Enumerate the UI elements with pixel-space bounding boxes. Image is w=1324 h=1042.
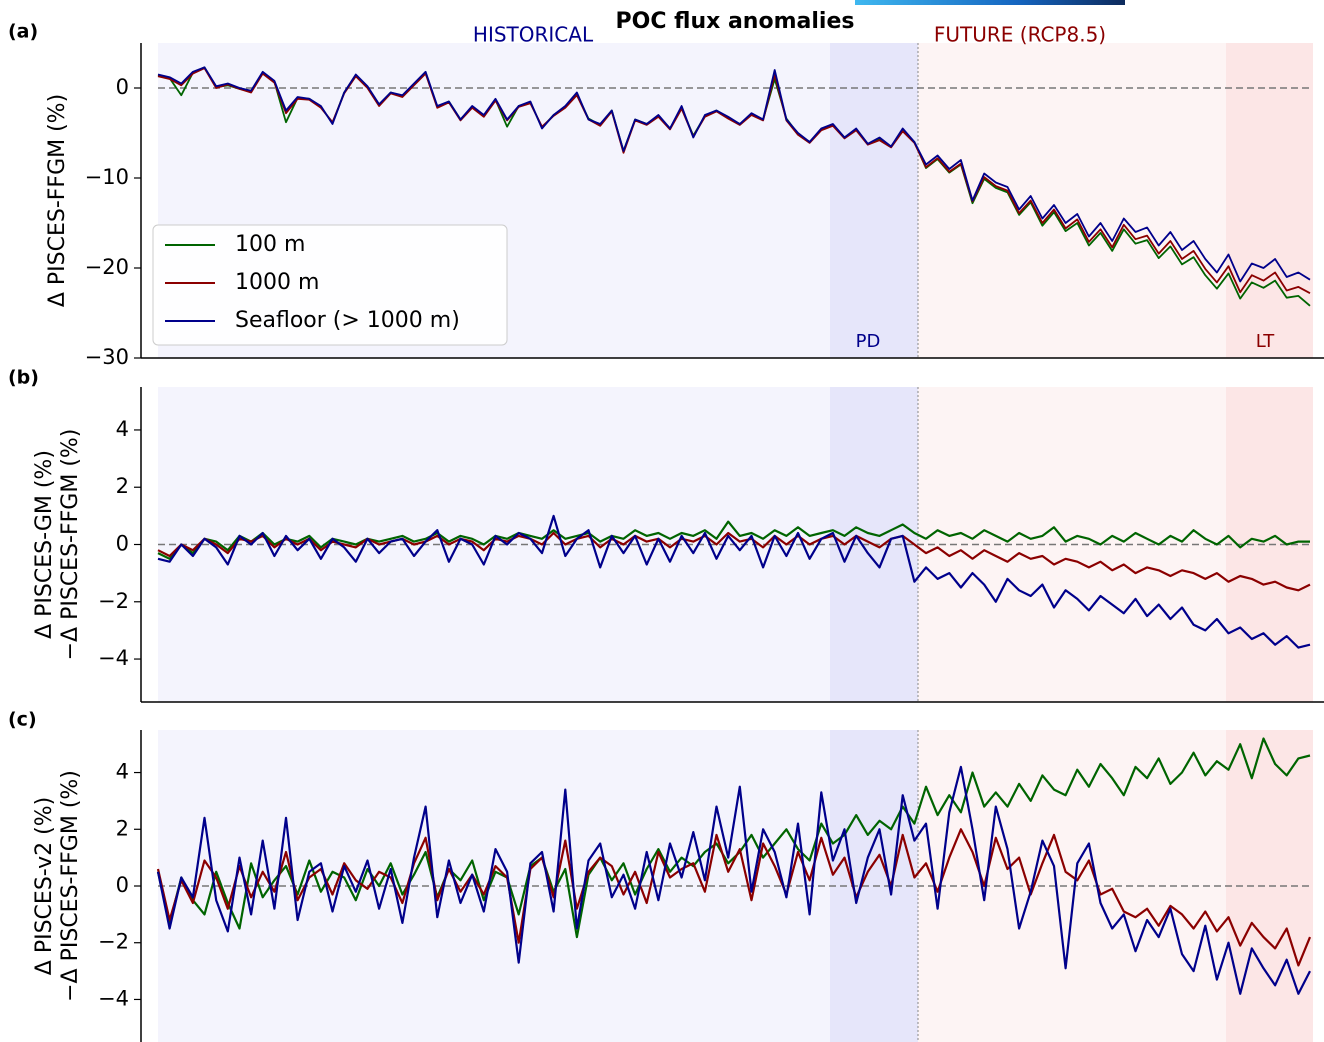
series-line <box>157 66 1311 283</box>
period-label: PD <box>856 331 881 352</box>
panel-label: (b) <box>8 367 39 389</box>
y-tick-label: −4 <box>98 986 129 1010</box>
y-tick-label: 0 <box>116 873 129 897</box>
y-tick-label: 2 <box>116 474 129 498</box>
period-label: HISTORICAL <box>473 23 594 47</box>
y-tick-label: −2 <box>98 589 129 613</box>
y-tick-label: −2 <box>98 930 129 954</box>
series-line <box>157 531 1311 592</box>
lt-period <box>1226 43 1313 358</box>
panel-label: (c) <box>8 709 37 731</box>
legend-label: 100 m <box>235 232 305 257</box>
y-axis-label: Δ PISCES-FFGM (%) <box>45 94 70 307</box>
panel-label: (a) <box>8 21 38 43</box>
y-tick-label: −10 <box>85 165 129 189</box>
y-tick-label: 0 <box>116 532 129 556</box>
legend-label: Seafloor (> 1000 m) <box>235 308 460 333</box>
y-tick-label: −20 <box>85 255 129 279</box>
series-line <box>156 765 1311 995</box>
y-axis-label: Δ PISCES-v2 (%) <box>32 797 57 975</box>
period-label: FUTURE (RCP8.5) <box>934 23 1106 47</box>
y-tick-label: −4 <box>98 646 129 670</box>
legend: 100 m 1000 m Seafloor (> 1000 m) <box>152 224 508 346</box>
series-line <box>157 520 1310 560</box>
y-tick-label: 0 <box>116 75 129 99</box>
y-axis-label: −Δ PISCES-FFGM (%) <box>58 429 83 661</box>
y-tick-label: 2 <box>116 816 129 840</box>
series-line <box>157 514 1311 649</box>
period-label: LT <box>1256 331 1276 352</box>
y-tick-label: 4 <box>116 760 129 784</box>
y-tick-label: 4 <box>116 417 129 441</box>
legend-label: 1000 m <box>235 270 319 295</box>
pd-period <box>830 43 918 358</box>
y-axis-label: Δ PISCES-GM (%) <box>32 450 57 639</box>
y-tick-label: −30 <box>85 345 129 369</box>
chart-title: POC flux anomalies <box>616 9 855 34</box>
colorbar-fragment <box>855 0 1125 5</box>
series-line <box>156 737 1311 939</box>
legend-box <box>152 224 508 346</box>
series-line <box>156 828 1312 967</box>
y-axis-label: −Δ PISCES-FFGM (%) <box>58 770 83 1002</box>
